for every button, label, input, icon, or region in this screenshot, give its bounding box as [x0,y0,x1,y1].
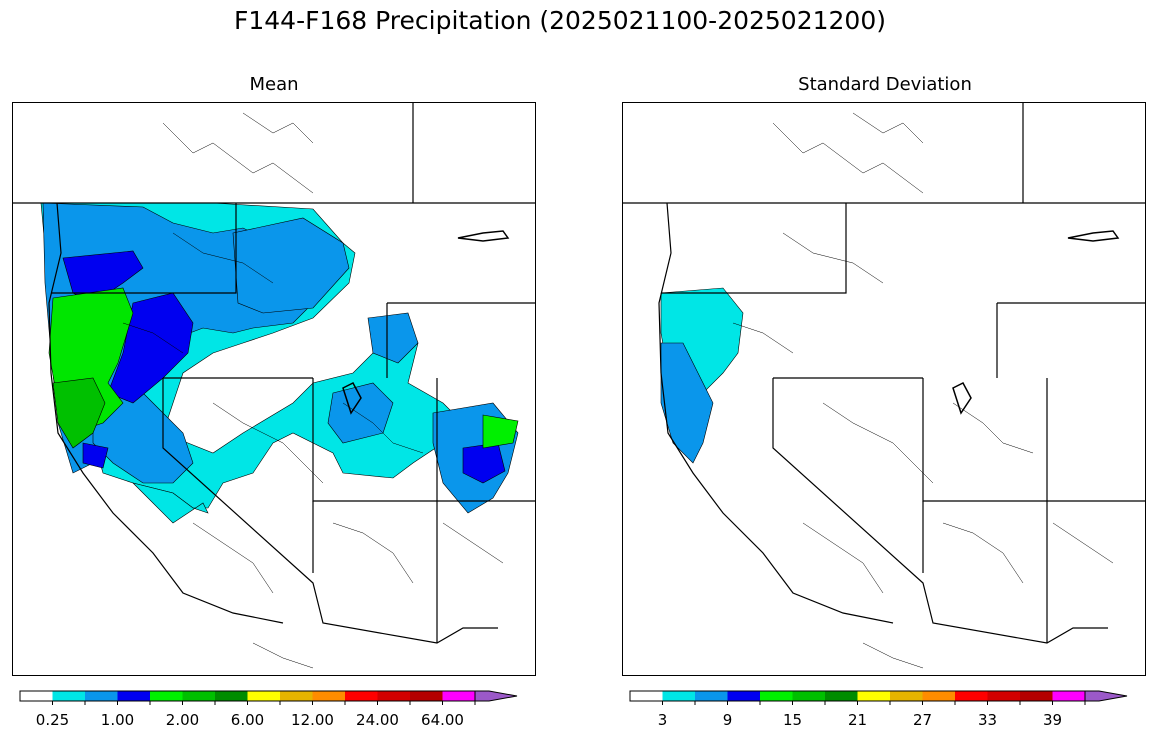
colorbar-tick-label: 0.25 [35,711,70,729]
colorbar-tick-label: 12.00 [291,711,334,729]
colorbar-swatch [825,691,858,701]
colorbar-swatch [312,691,345,701]
lake-shape [952,382,972,415]
colorbar-swatch [442,691,475,701]
colorbar-swatch [727,691,760,701]
colorbar-swatch [117,691,150,701]
state-boundaries-right [623,103,1145,644]
figure-title: F144-F168 Precipitation (2025021100-2025… [233,6,886,35]
colorbar-swatch [52,691,85,701]
colorbar-stddev: 3 9 15 21 27 33 39 [628,689,1158,737]
map-stddev-svg [623,103,1145,669]
region-cyan-sierra [132,482,209,524]
colorbar-swatch [922,691,955,701]
region-darkblue-klamath [82,442,109,469]
panel-title-mean: Mean [249,74,299,95]
lake-shape [342,382,362,415]
region-green-colorado [482,414,519,449]
colorbar-swatch [215,691,248,701]
map-mean-svg [13,103,535,669]
colorbar-swatch [85,691,118,701]
colorbar-swatch [1052,691,1085,701]
basin-outlines [122,112,504,669]
colorbar-swatch [247,691,280,701]
colorbar-swatch [182,691,215,701]
basin-outlines-right [732,112,1114,669]
colorbar-swatch [792,691,825,701]
colorbar-tick-label: 6.00 [230,711,265,729]
region-blue-wyoming [367,312,419,364]
colorbar-swatch [857,691,890,701]
colorbar-swatch [695,691,728,701]
colorbar-tick-label: 39 [1042,711,1063,729]
colorbar-swatch [955,691,988,701]
colorbar-tick-label: 24.00 [356,711,399,729]
colorbar-tick-label: 9 [722,711,733,729]
colorbar-mean-svg [19,690,518,705]
colorbar-tick-label: 27 [912,711,933,729]
colorbar-swatch [890,691,923,701]
colorbar-tick-label: 1.00 [100,711,135,729]
colorbar-swatch [20,691,53,701]
colorbar-swatch [760,691,793,701]
colorbar-extend-arrow [1084,690,1128,702]
map-stddev [622,102,1146,676]
colorbar-swatch [410,691,443,701]
panel-title-stddev: Standard Deviation [798,74,972,95]
colorbar-swatch [377,691,410,701]
great-lake-shape [457,230,510,242]
colorbar-mean: 0.25 1.00 2.00 6.00 12.00 24.00 64.00 [18,689,548,737]
map-mean [12,102,536,676]
colorbar-tick-label: 21 [847,711,868,729]
great-lake-shape [1067,230,1120,242]
stddev-fill-layer [660,287,744,464]
region-green-ncal [52,377,106,449]
region-blue-idaho [232,217,350,314]
colorbar-swatch [345,691,378,701]
colorbar-swatch [987,691,1020,701]
colorbar-stddev-svg [629,690,1128,705]
colorbar-tick-label: 3 [657,711,668,729]
colorbar-tick-label: 15 [782,711,803,729]
colorbar-swatch [630,691,663,701]
colorbar-swatch [1020,691,1053,701]
precip-fill-layer [40,202,519,524]
colorbar-swatch [662,691,695,701]
colorbar-tick-label: 33 [977,711,998,729]
colorbar-tick-label: 64.00 [421,711,464,729]
state-boundaries [13,103,535,644]
colorbar-tick-label: 2.00 [165,711,200,729]
colorbar-extend-arrow [474,690,518,702]
colorbar-swatch [150,691,183,701]
colorbar-swatch [280,691,313,701]
region-blue-coast [660,342,714,464]
